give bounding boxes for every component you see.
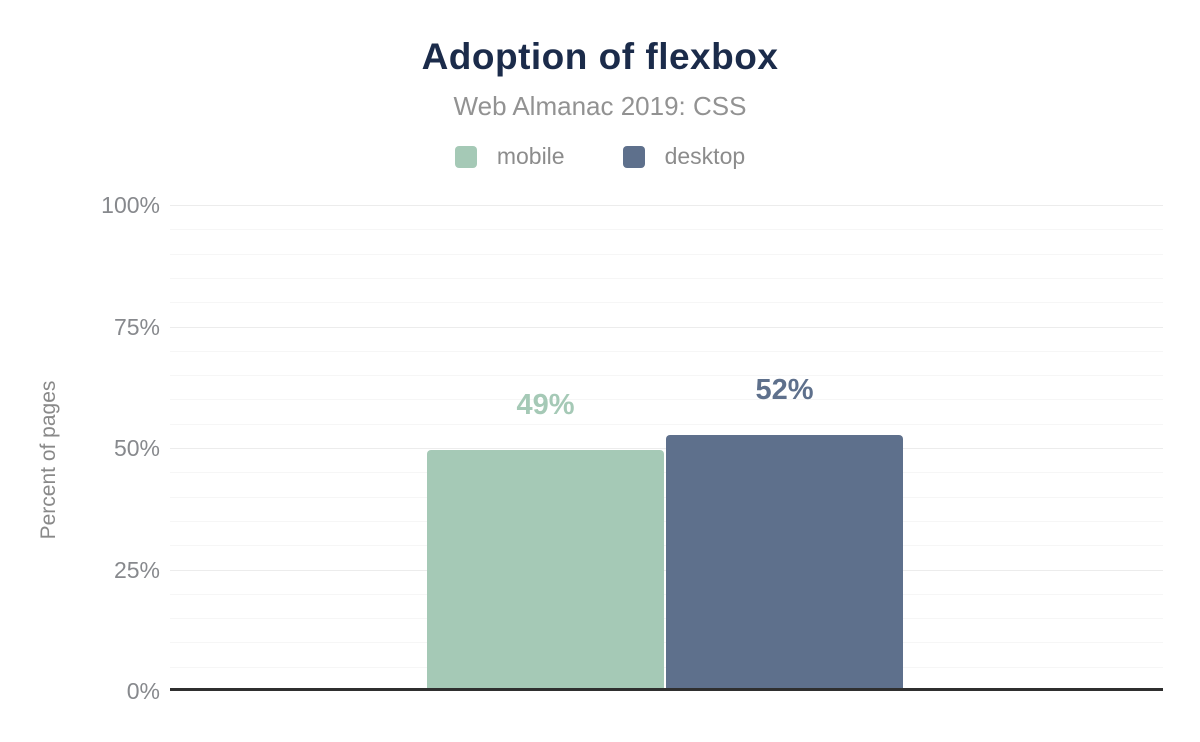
minor-gridline-60 — [170, 399, 1163, 401]
major-gridline-75 — [170, 326, 1163, 328]
minor-gridline-65 — [170, 375, 1163, 377]
minor-gridline-55 — [170, 423, 1163, 425]
y-axis-title: Percent of pages — [37, 380, 60, 540]
bar-desktop — [666, 435, 903, 688]
bar-value-label-desktop: 52% — [755, 374, 814, 407]
major-gridline-100 — [170, 205, 1163, 206]
minor-gridline-85 — [170, 277, 1163, 279]
legend-swatch-desktop — [622, 145, 645, 168]
y-tick-100%: 100% — [101, 192, 160, 218]
bar-value-label-mobile: 49% — [516, 388, 575, 421]
y-tick-75%: 75% — [113, 313, 160, 340]
y-tick-25%: 25% — [113, 556, 160, 583]
legend-item-mobile: mobile — [454, 143, 565, 170]
legend-label-mobile: mobile — [496, 143, 565, 169]
minor-gridline-95 — [170, 229, 1163, 231]
chart-title: Adoption of flexbox — [421, 36, 779, 77]
minor-gridline-70 — [170, 350, 1163, 352]
legend-label-desktop: desktop — [664, 143, 746, 169]
y-tick-50%: 50% — [113, 435, 160, 461]
legend: mobile desktop — [0, 143, 1200, 170]
chart-subtitle: Web Almanac 2019: CSS — [453, 91, 747, 121]
y-tick-0%: 0% — [126, 678, 160, 704]
legend-swatch-mobile — [454, 145, 477, 168]
minor-gridline-90 — [170, 253, 1163, 255]
bar-mobile — [427, 449, 664, 688]
minor-gridline-80 — [170, 302, 1163, 304]
plot-area: 49% 52% — [170, 205, 1163, 691]
legend-item-desktop: desktop — [622, 143, 746, 170]
